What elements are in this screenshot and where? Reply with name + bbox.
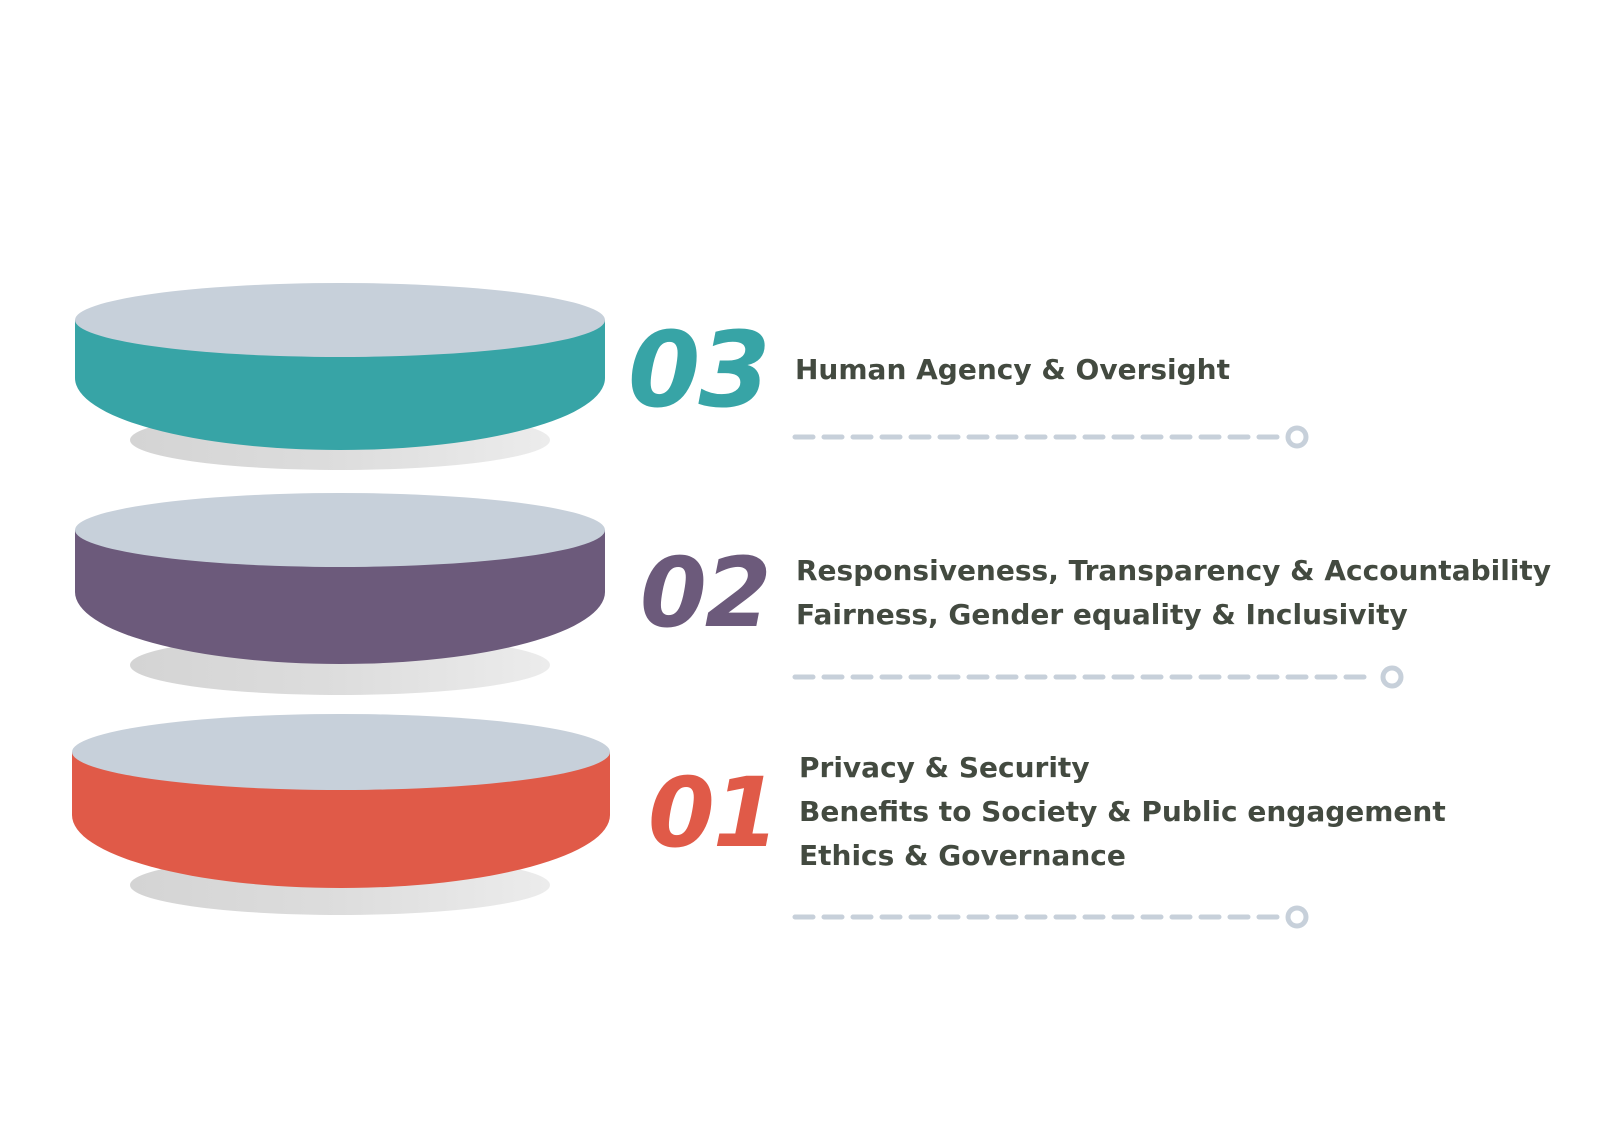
- level-02-description: Responsiveness, Transparency & Accountab…: [796, 549, 1551, 637]
- level-01-description: Privacy & Security Benefits to Society &…: [799, 746, 1446, 878]
- layer-03-top: [75, 283, 605, 357]
- level-03-line-1: Human Agency & Oversight: [795, 353, 1230, 386]
- level-03-description: Human Agency & Oversight: [795, 348, 1230, 392]
- level-01-line-2: Benefits to Society & Public engagement: [799, 795, 1446, 828]
- connector-dot-01: [1285, 905, 1309, 929]
- layer-03-side: [75, 320, 605, 450]
- level-01-line-3: Ethics & Governance: [799, 839, 1126, 872]
- layer-02-top: [75, 493, 605, 567]
- level-02-line-2: Fairness, Gender equality & Inclusivity: [796, 598, 1408, 631]
- layer-01-side: [72, 752, 610, 888]
- level-number-03: 03: [628, 309, 771, 431]
- connector-dot-02: [1380, 665, 1404, 689]
- level-02-line-1: Responsiveness, Transparency & Accountab…: [796, 554, 1552, 587]
- layer-02: [75, 493, 1404, 695]
- layer-01: [72, 714, 1309, 929]
- level-number-01: 01: [648, 757, 780, 869]
- level-01-line-1: Privacy & Security: [799, 751, 1090, 784]
- layer-01-top: [72, 714, 610, 790]
- level-number-02: 02: [640, 537, 772, 649]
- layer-02-side: [75, 530, 605, 664]
- connector-dot-03: [1285, 425, 1309, 449]
- layer-03: [75, 283, 1309, 470]
